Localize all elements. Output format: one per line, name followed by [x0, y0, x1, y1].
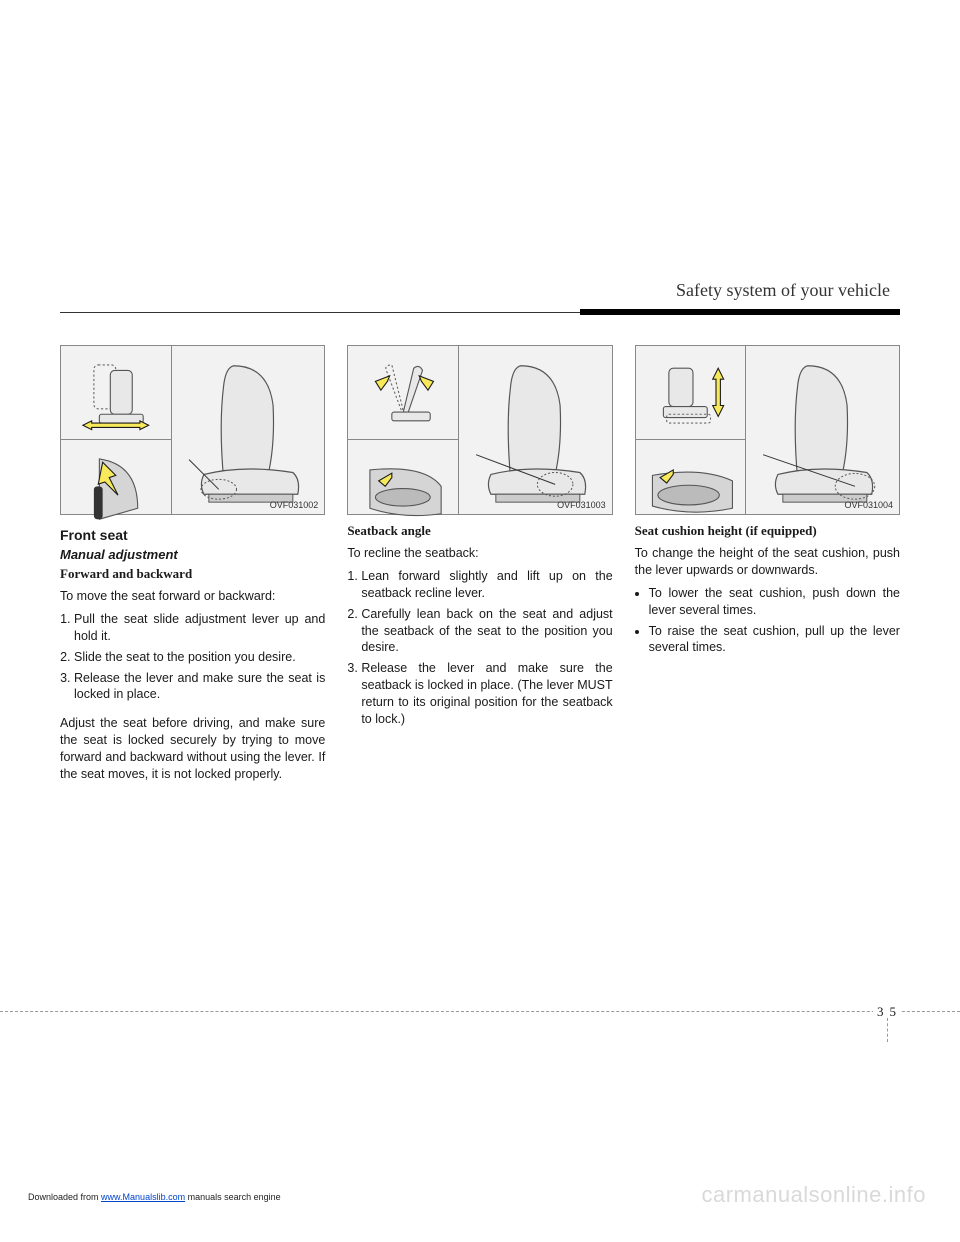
page-number-value: 5 — [890, 1004, 897, 1020]
figure-seatback-angle: OVF031003 — [347, 345, 612, 515]
diagram-lever-icon — [61, 440, 171, 533]
diagram-recline-icon — [348, 346, 458, 439]
bullets-seat-height: To lower the seat cushion, push down the… — [635, 585, 900, 661]
list-item: To lower the seat cushion, push down the… — [649, 585, 900, 619]
chapter-number: 3 — [877, 1004, 884, 1020]
heading-forward-backward: Forward and backward — [60, 566, 325, 582]
download-suffix: manuals search engine — [185, 1192, 281, 1202]
figure-seat-height: OVF031004 — [635, 345, 900, 515]
steps-forward-backward: Pull the seat slide adjustment lever up … — [60, 611, 325, 707]
seat-illustration — [746, 346, 899, 514]
intro-text: To change the height of the seat cushion… — [635, 545, 900, 579]
list-item: Release the lever and make sure the seat… — [361, 660, 612, 728]
list-item: Release the lever and make sure the seat… — [74, 670, 325, 704]
seat-illustration — [459, 346, 612, 514]
diagram-recline-lever-icon — [348, 440, 458, 533]
list-item: Carefully lean back on the seat and adju… — [361, 606, 612, 657]
figure-code: OVF031003 — [557, 500, 606, 510]
list-item: Lean forward slightly and lift up on the… — [361, 568, 612, 602]
steps-seatback: Lean forward slightly and lift up on the… — [347, 568, 612, 732]
diagram-slide-icon — [61, 346, 171, 439]
download-source-line: Downloaded from www.Manualslib.com manua… — [28, 1192, 281, 1202]
tail-text: Adjust the seat before driving, and make… — [60, 715, 325, 783]
intro-text: To recline the seatback: — [347, 545, 612, 562]
intro-text: To move the seat forward or backward: — [60, 588, 325, 605]
figure-code: OVF031004 — [844, 500, 893, 510]
figure-forward-backward: OVF031002 — [60, 345, 325, 515]
figure-code: OVF031002 — [270, 500, 319, 510]
diagram-height-lever-icon — [636, 440, 746, 533]
watermark: carmanualsonline.info — [701, 1182, 926, 1208]
header-divider — [60, 309, 900, 315]
list-item: Pull the seat slide adjustment lever up … — [74, 611, 325, 645]
heading-manual-adjustment: Manual adjustment — [60, 547, 325, 562]
list-item: Slide the seat to the position you desir… — [74, 649, 325, 666]
page-number: 3 5 — [873, 1004, 900, 1020]
seat-illustration — [172, 346, 325, 514]
download-prefix: Downloaded from — [28, 1192, 101, 1202]
diagram-height-icon — [636, 346, 746, 439]
section-header: Safety system of your vehicle — [60, 280, 900, 301]
list-item: To raise the seat cushion, pull up the l… — [649, 623, 900, 657]
page-footer-rule: 3 5 — [0, 1011, 960, 1012]
manualslib-link[interactable]: www.Manualslib.com — [101, 1192, 185, 1202]
